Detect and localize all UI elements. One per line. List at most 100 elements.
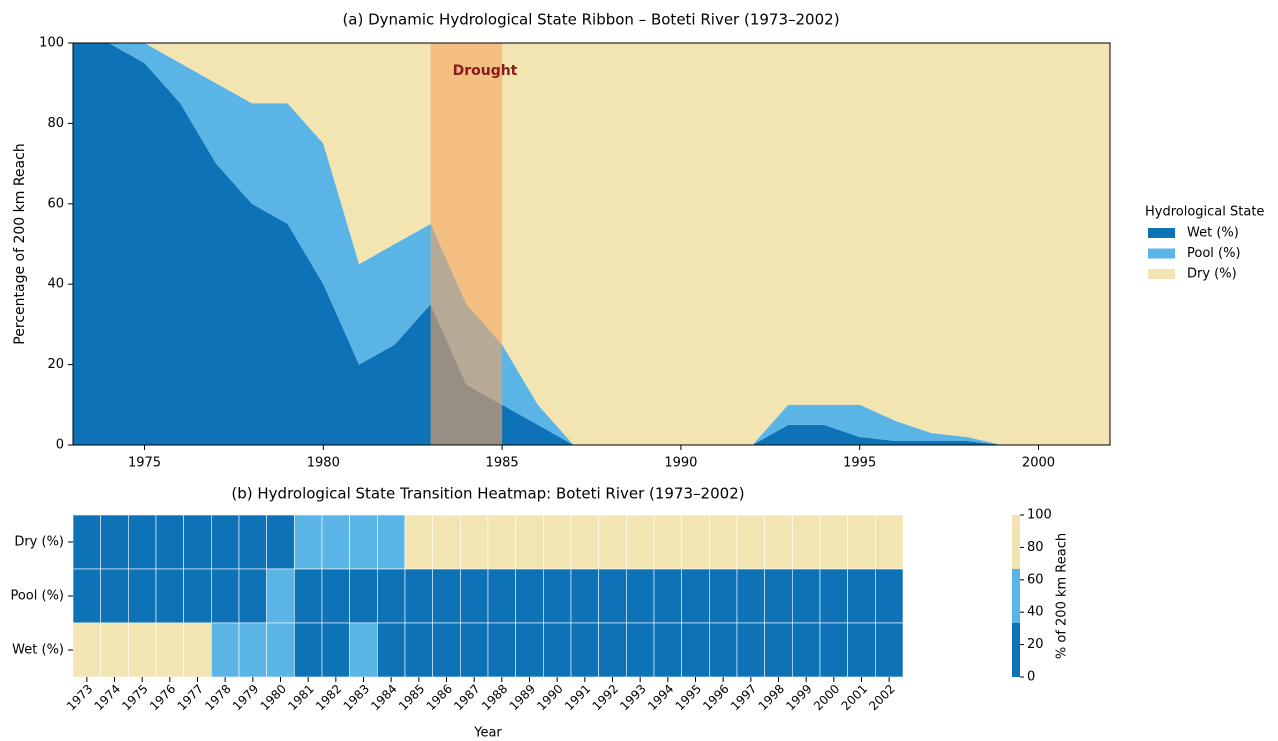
- heatmap-cell: [875, 622, 904, 678]
- heatmap-cell: [543, 514, 572, 570]
- heatmap-cell: [183, 568, 212, 624]
- x-tick-label: 1995: [673, 682, 704, 713]
- heatmap-cell: [377, 514, 406, 570]
- heatmap-cell: [128, 568, 157, 624]
- heatmap-cell: [792, 514, 821, 570]
- heatmap-cell: [72, 622, 101, 678]
- x-tick-label: 1991: [562, 682, 593, 713]
- heatmap-cell: [736, 622, 765, 678]
- heatmap-cell: [460, 514, 489, 570]
- x-tick-label: 1987: [451, 682, 482, 713]
- x-tick-label: 1994: [645, 682, 676, 713]
- x-tick-label: 1985: [486, 456, 519, 471]
- plot-frame: [72, 42, 1111, 446]
- legend-title: Hydrological State: [1145, 205, 1264, 220]
- heatmap-cell: [72, 514, 101, 570]
- area: [73, 43, 1110, 445]
- heatmap-cell: [543, 568, 572, 624]
- legend-label: Pool (%): [1187, 246, 1241, 261]
- heatmap-cell: [653, 514, 682, 570]
- heatmap-cell: [377, 622, 406, 678]
- y-tick-label: 0: [56, 438, 64, 453]
- heatmap-cell: [570, 514, 599, 570]
- heatmap-cell: [598, 622, 627, 678]
- heatmap-cell: [404, 622, 433, 678]
- heatmap-cell: [487, 622, 516, 678]
- heatmap-cell: [570, 568, 599, 624]
- heatmap-cell: [736, 514, 765, 570]
- heatmap-cell: [681, 622, 710, 678]
- heatmap-cell: [626, 622, 655, 678]
- heatmap-cell: [598, 514, 627, 570]
- heatmap-cell: [266, 514, 295, 570]
- y-tick-label: 40: [47, 277, 64, 292]
- x-tick-label: 1984: [368, 682, 399, 713]
- heatmap-cell: [460, 568, 489, 624]
- heatmap-cell: [294, 622, 323, 678]
- x-tick-label: 1980: [258, 682, 289, 713]
- x-tick-label: 1992: [590, 682, 621, 713]
- x-tick-label: 1974: [92, 682, 123, 713]
- x-tick-label: 1986: [424, 682, 455, 713]
- heatmap-cell: [266, 622, 295, 678]
- heatmap-cell: [819, 622, 848, 678]
- heatmap-cell: [487, 568, 516, 624]
- x-tick-label: 1980: [307, 456, 340, 471]
- y-axis-label: Percentage of 200 km Reach: [12, 143, 28, 344]
- heatmap-cell: [626, 568, 655, 624]
- heatmap-cell: [515, 568, 544, 624]
- x-tick-label: 1996: [700, 682, 731, 713]
- heatmap-cell: [764, 514, 793, 570]
- x-tick-label: 1982: [313, 682, 344, 713]
- heatmap-cell: [681, 514, 710, 570]
- heatmap-cell: [709, 568, 738, 624]
- heatmap-cell: [543, 622, 572, 678]
- colorbar-tick-label: 40: [1027, 605, 1044, 620]
- heatmap-cell: [487, 514, 516, 570]
- colorbar-segment: [1012, 569, 1020, 623]
- colorbar-segment: [1012, 515, 1020, 569]
- y-tick-label: 60: [47, 196, 64, 211]
- x-tick-label: 1975: [119, 682, 150, 713]
- heatmap-cell: [211, 514, 240, 570]
- x-tick-label: 1997: [728, 682, 759, 713]
- heatmap-cell: [653, 622, 682, 678]
- x-tick-label: 1998: [756, 682, 787, 713]
- heatmap-cell: [128, 622, 157, 678]
- heatmap-cell: [709, 622, 738, 678]
- heatmap-cell: [653, 568, 682, 624]
- heatmap-cell: [349, 514, 378, 570]
- colorbar-segment: [1012, 623, 1020, 677]
- heatmap-cell: [626, 514, 655, 570]
- heatmap-cell: [238, 568, 267, 624]
- colorbar-tick-label: 100: [1027, 508, 1052, 523]
- x-tick-label: 1995: [843, 456, 876, 471]
- heatmap-cell: [349, 622, 378, 678]
- x-tick-label: 1983: [341, 682, 372, 713]
- x-tick-label: 1989: [507, 682, 538, 713]
- heatmap-cell: [155, 514, 184, 570]
- colorbar-tick-label: 60: [1027, 572, 1044, 587]
- heatmap-cell: [709, 514, 738, 570]
- x-tick-label: 2000: [811, 682, 842, 713]
- heatmap-cell: [100, 568, 129, 624]
- heatmap-cell: [570, 622, 599, 678]
- heatmap-cell: [238, 622, 267, 678]
- legend-swatch: [1148, 248, 1175, 259]
- heatmap-cell: [377, 568, 406, 624]
- heatmap-cell: [792, 568, 821, 624]
- heatmap-cell: [155, 622, 184, 678]
- heatmap-cell: [211, 568, 240, 624]
- heatmap-cell: [432, 514, 461, 570]
- heatmap-cell: [211, 622, 240, 678]
- heatmap-cell: [764, 622, 793, 678]
- x-tick-label: 1973: [64, 682, 95, 713]
- x-tick-label: 2000: [1022, 456, 1055, 471]
- y-tick-label: Pool (%): [10, 589, 64, 604]
- heatmap-cell: [875, 514, 904, 570]
- heatmap-cell: [238, 514, 267, 570]
- heatmap-cell: [72, 568, 101, 624]
- heatmap-cell: [460, 622, 489, 678]
- x-tick-label: 2001: [839, 682, 870, 713]
